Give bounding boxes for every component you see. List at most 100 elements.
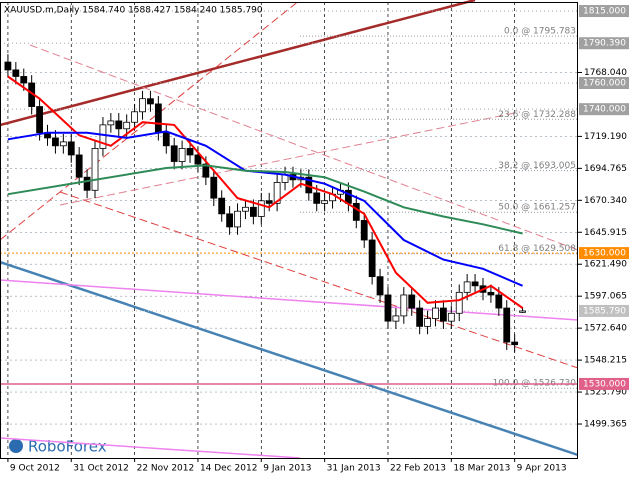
y-tick-label: 1499.365 xyxy=(584,420,627,430)
candle-body xyxy=(424,318,431,327)
level-label: 1790.390 xyxy=(583,39,626,49)
candle-body xyxy=(162,132,170,147)
candle-body xyxy=(495,294,503,309)
candle-body xyxy=(432,307,439,319)
candle-body xyxy=(313,192,321,204)
x-tick-label: 22 Nov 2012 xyxy=(137,464,195,474)
candle-body xyxy=(226,213,234,228)
candle-body xyxy=(503,307,511,343)
candle-body xyxy=(408,294,416,309)
candle-body xyxy=(12,69,20,77)
y-tick-label: 1548.215 xyxy=(584,356,627,366)
candle-body xyxy=(273,182,281,204)
level-box xyxy=(579,247,629,260)
fib-label: 50.0 @ 1661.257 xyxy=(498,203,576,213)
moving-average xyxy=(7,130,523,287)
candle-body xyxy=(455,291,463,314)
candle-body xyxy=(360,219,368,241)
y-tick-label: 1523.790 xyxy=(584,388,627,398)
level-box xyxy=(579,304,629,317)
candle-body xyxy=(170,145,178,162)
watermark: RoboForex xyxy=(28,438,107,456)
candle-body xyxy=(36,106,43,134)
candle-body xyxy=(519,310,526,313)
candle-body xyxy=(242,206,249,212)
candle-body xyxy=(439,307,447,322)
x-tick-label: 9 Apr 2013 xyxy=(517,464,567,474)
x-tick-label: 9 Oct 2012 xyxy=(10,464,60,474)
y-tick-label: 1694.765 xyxy=(584,164,627,174)
candle-body xyxy=(99,124,107,149)
level-label: 1815.000 xyxy=(583,7,626,17)
trendlines xyxy=(0,0,579,459)
y-tick-label: 1645.915 xyxy=(584,228,627,238)
candle-body xyxy=(75,154,83,178)
level-label: 1630.000 xyxy=(583,249,626,259)
y-tick-label: 1572.640 xyxy=(584,324,627,334)
x-tick-label: 18 Mar 2013 xyxy=(453,464,510,474)
y-tick-label: 1621.490 xyxy=(584,260,627,270)
y-tick-label: 1597.065 xyxy=(584,292,627,302)
candle-body xyxy=(186,148,194,156)
candle-body xyxy=(447,312,455,322)
candle-body xyxy=(384,294,392,322)
candle-body xyxy=(115,120,123,130)
candle-body xyxy=(52,137,59,147)
moving-average xyxy=(7,75,524,309)
trendline xyxy=(0,260,579,457)
trendline xyxy=(0,0,476,127)
level-box xyxy=(579,103,629,116)
level-box xyxy=(579,5,629,18)
candle-body xyxy=(471,281,479,287)
candle-body xyxy=(131,111,139,123)
fib-label: 0.0 @ 1795.783 xyxy=(504,27,576,37)
candle-body xyxy=(202,163,210,178)
plot-frame xyxy=(0,2,578,459)
candle-body xyxy=(511,341,519,346)
level-box xyxy=(579,76,629,89)
logo-icon xyxy=(9,439,23,453)
candle-body xyxy=(249,206,257,217)
candle-body xyxy=(257,200,265,217)
x-tick-label: 22 Feb 2013 xyxy=(390,464,446,474)
candle-body xyxy=(107,120,115,126)
trendline xyxy=(0,279,579,321)
fib-label: 38.2 @ 1693.005 xyxy=(498,161,576,171)
candle-body xyxy=(154,103,162,134)
x-tick-label: 14 Dec 2012 xyxy=(200,464,257,474)
level-label: 1530.000 xyxy=(583,379,626,389)
y-tick-label: 1719.190 xyxy=(584,132,627,142)
candle-body xyxy=(59,141,67,147)
candle-body xyxy=(4,61,12,71)
moving-average xyxy=(7,164,523,235)
candle-body xyxy=(487,291,495,296)
candle-body xyxy=(83,176,91,191)
level-label: 1585.790 xyxy=(583,306,626,316)
trendline xyxy=(29,44,579,251)
candle-body xyxy=(123,121,131,130)
level-label: 1760.000 xyxy=(583,78,626,88)
x-tick-label: 31 Jan 2013 xyxy=(327,464,381,474)
candle-body xyxy=(368,239,376,278)
trendline xyxy=(59,111,521,206)
y-tick-label: 1768.040 xyxy=(584,68,627,78)
candle-body xyxy=(400,294,408,317)
candle-body xyxy=(91,148,99,191)
level-box xyxy=(579,377,629,390)
candle-body xyxy=(147,98,154,105)
fib-label: 23.6 @ 1732.288 xyxy=(498,110,576,120)
candle-body xyxy=(265,200,273,204)
level-label: 1740.000 xyxy=(583,105,626,115)
candle-body xyxy=(210,176,218,199)
fib-label: 61.8 @ 1629.508 xyxy=(498,244,576,254)
candle-body xyxy=(234,210,241,228)
axis-panel xyxy=(0,458,640,480)
candle-body xyxy=(178,148,186,162)
trendline xyxy=(59,191,579,369)
y-tick-label: 1670.340 xyxy=(584,196,627,206)
x-tick-label: 31 Oct 2012 xyxy=(73,464,129,474)
logo: RoboForex xyxy=(9,438,107,456)
candle-body xyxy=(67,141,75,156)
